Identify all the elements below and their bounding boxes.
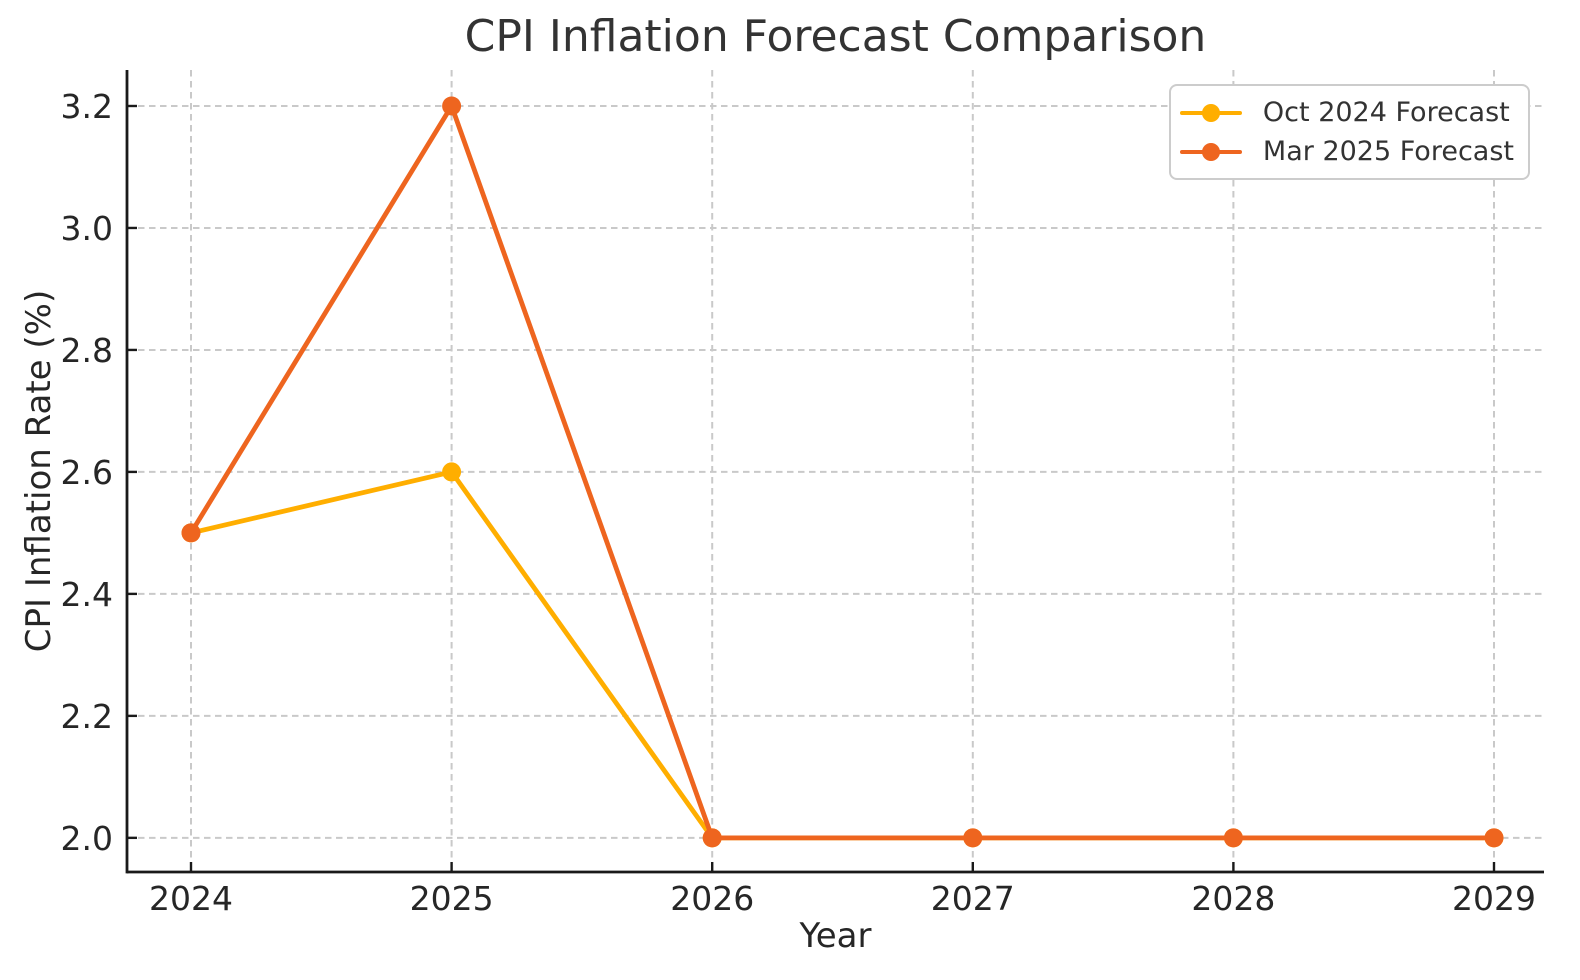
data-point-0-2025 (442, 462, 462, 482)
legend-line-marker-icon (1179, 102, 1242, 124)
x-tick-label: 2027 (931, 879, 1015, 918)
y-tick-label: 2.0 (61, 819, 113, 858)
legend-item-oct-2024-forecast: Oct 2024 Forecast (1179, 93, 1514, 132)
data-point-1-2025 (442, 96, 462, 116)
legend-label-mar-2025-forecast: Mar 2025 Forecast (1262, 136, 1514, 167)
y-axis-label: CPI Inflation Rate (%) (19, 289, 59, 653)
legend-label-oct-2024-forecast: Oct 2024 Forecast (1262, 97, 1510, 128)
legend-dot-swatch (1201, 103, 1220, 122)
series-line-0 (188, 469, 1497, 841)
y-tick-label: 2.8 (61, 331, 113, 370)
data-point-1-2026 (702, 828, 722, 848)
x-axis-label: Year (799, 916, 872, 956)
legend-item-mar-2025-forecast: Mar 2025 Forecast (1179, 132, 1514, 171)
data-point-1-2029 (1484, 828, 1504, 848)
data-point-1-2024 (181, 523, 201, 543)
x-tick-label: 2025 (410, 879, 494, 918)
y-tick-label: 2.6 (61, 453, 113, 492)
series-line-1 (188, 103, 1497, 841)
x-tick-label: 2024 (149, 879, 233, 918)
legend-dot-swatch (1201, 142, 1220, 161)
x-tick-label: 2029 (1452, 879, 1536, 918)
data-point-1-2027 (963, 828, 983, 848)
y-tick-label: 2.4 (61, 575, 113, 614)
y-tick-label: 3.2 (61, 87, 113, 126)
x-tick-label: 2026 (670, 879, 754, 918)
chart-title: CPI Inflation Forecast Comparison (464, 11, 1207, 62)
y-tick-label: 2.2 (61, 697, 113, 736)
data-point-1-2028 (1223, 828, 1243, 848)
x-tick-label: 2028 (1191, 879, 1275, 918)
y-tick-label: 3.0 (61, 209, 113, 248)
legend: Oct 2024 Forecast Mar 2025 Forecast (1168, 84, 1530, 180)
legend-line-marker-icon (1179, 141, 1242, 163)
